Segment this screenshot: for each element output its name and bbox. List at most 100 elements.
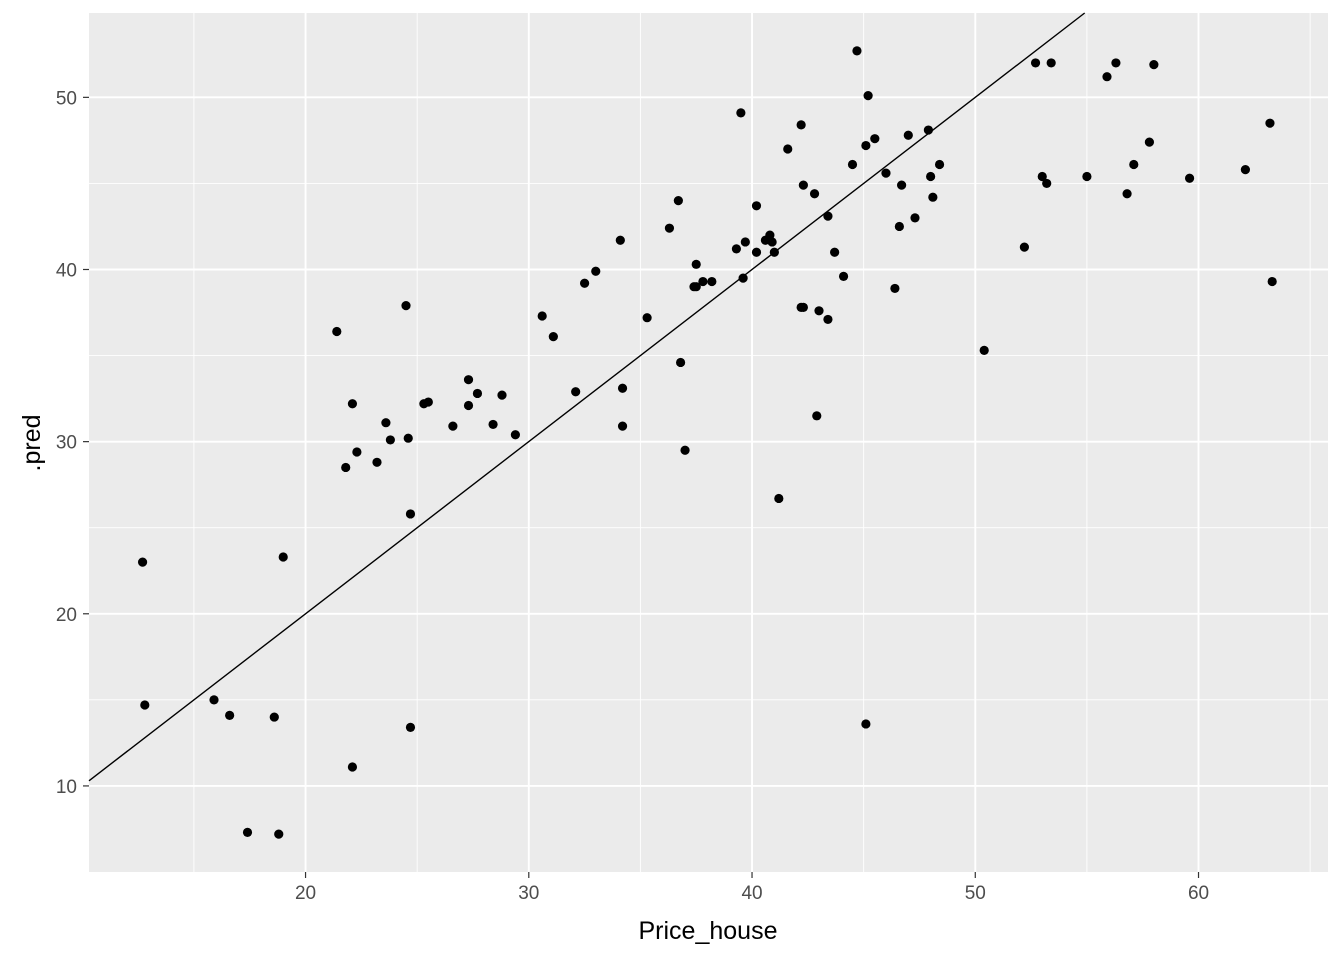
data-point [1149,60,1159,70]
data-point [225,710,235,720]
data-point [861,719,871,729]
data-point [140,700,150,710]
data-point [890,283,900,294]
data-point [209,695,219,705]
data-point [580,278,590,288]
y-axis-ticks: 10 20 30 40 50 [56,88,89,798]
data-point [751,247,762,257]
data-point [617,421,628,431]
data-point [861,140,871,151]
data-point [1102,72,1112,82]
x-tick-label: 40 [741,883,762,904]
x-axis-title: Price_house [639,917,778,945]
data-point [1037,171,1047,182]
data-point [347,762,358,772]
data-point [472,388,483,399]
data-point [1019,242,1029,252]
data-point [691,282,701,292]
data-point [774,493,784,504]
data-point [1265,118,1275,128]
data-point [767,237,777,247]
x-tick-label: 30 [518,883,539,904]
data-point [405,722,416,732]
data-point [1184,173,1195,183]
data-point [617,383,628,393]
data-points [137,46,1277,839]
data-point [897,180,907,190]
data-point [881,168,891,178]
data-point [979,345,989,356]
data-point [403,433,413,443]
data-point [798,302,808,312]
y-tick-label: 50 [56,88,77,109]
data-point [812,411,822,421]
data-point [838,271,849,281]
reference-line-layer [88,12,1086,782]
data-point [823,314,833,325]
data-point [738,273,748,283]
data-point [1111,58,1121,68]
data-point [923,125,933,135]
data-point [823,211,833,221]
data-point [381,418,391,428]
data-point [736,108,746,118]
data-point [1082,171,1092,182]
data-point [1042,178,1052,189]
data-point [691,259,701,269]
data-point [1240,165,1250,175]
y-tick-label: 40 [56,260,77,281]
data-point [242,827,253,838]
data-point [707,276,717,287]
data-point [934,159,945,170]
data-point [673,196,683,206]
data-point [352,447,362,457]
data-point [798,180,808,190]
data-point [751,201,762,211]
data-point [548,332,558,342]
data-point [1144,137,1155,147]
data-point [274,829,284,839]
data-point [1129,159,1139,170]
data-point [332,326,342,337]
data-point [903,130,913,140]
data-point [664,223,675,233]
data-point [830,247,840,257]
data-point [680,445,690,455]
data-point [1030,58,1041,68]
data-point [731,244,742,254]
data-point [852,46,862,56]
data-point [372,457,382,467]
major-gridlines [89,13,1328,872]
x-tick-label: 20 [295,883,316,904]
data-point [847,159,858,170]
data-point [615,235,625,245]
data-point [463,375,474,385]
identity-line [88,12,1086,782]
data-point [448,421,458,431]
data-point [510,430,520,440]
data-point [926,171,936,182]
data-point [814,306,824,316]
data-point [497,390,507,400]
data-point [870,134,880,144]
data-point [809,189,820,199]
data-point [488,419,498,430]
x-tick-label: 60 [1188,883,1209,904]
data-point [278,552,288,562]
data-point [1122,189,1132,199]
data-point [1046,58,1056,68]
data-point [591,266,601,276]
data-point [928,192,938,202]
data-point [423,397,433,407]
y-axis-title: .pred [18,415,46,472]
data-point [341,462,351,473]
data-point [698,276,708,287]
data-point [769,247,779,257]
data-point [1267,276,1277,287]
data-point [571,387,581,397]
x-tick-label: 50 [965,883,986,904]
data-point [401,301,411,311]
data-point [347,399,358,409]
data-point [796,120,806,130]
